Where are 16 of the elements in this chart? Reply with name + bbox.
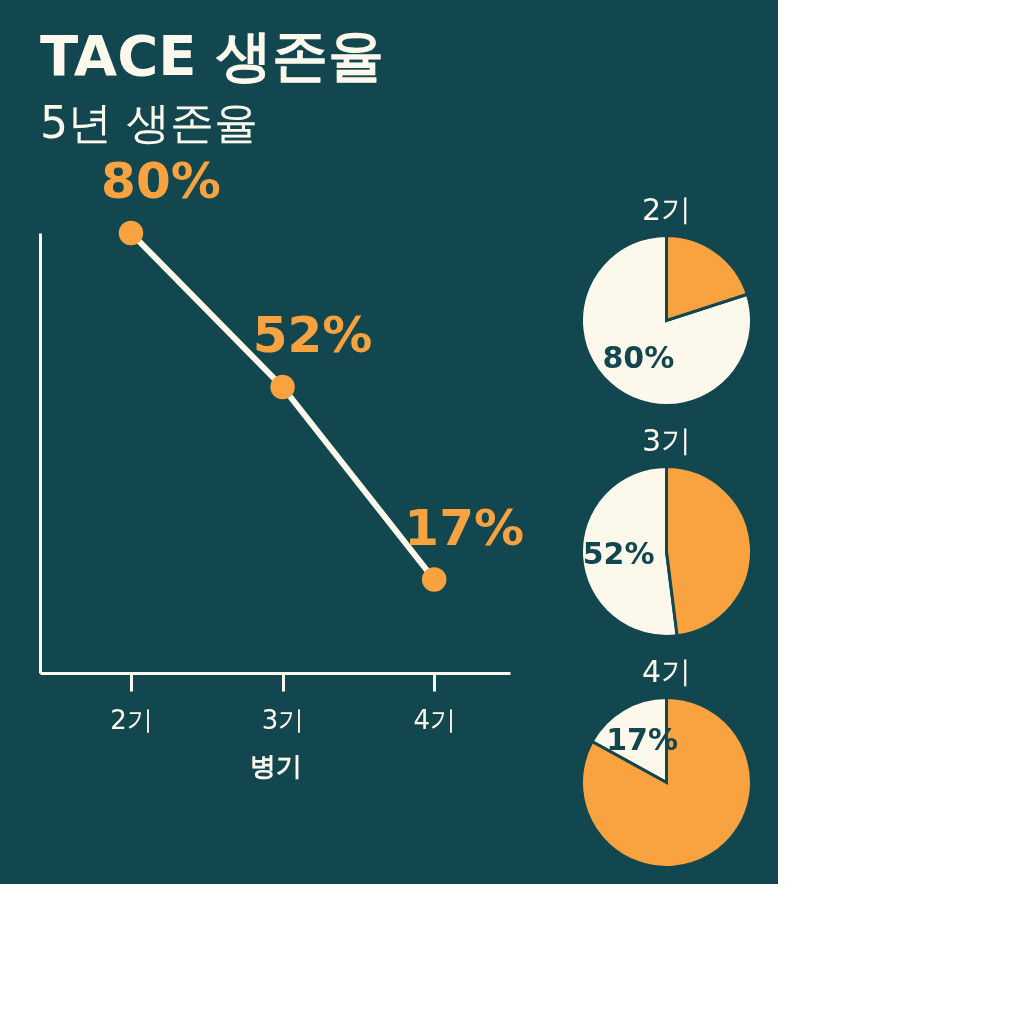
x-tick-label: 4기: [413, 704, 456, 735]
x-tick-label: 2기: [110, 704, 153, 735]
pie-slice: [580, 234, 753, 407]
chart-subtitle: 5년 생존율: [40, 97, 258, 148]
chart-title: 3기: [641, 422, 692, 458]
pie-slice: [580, 696, 753, 869]
data-label: 52%: [582, 535, 655, 571]
x-axis-title: 병기: [249, 750, 302, 781]
data-label: 80%: [602, 340, 675, 376]
x-tick-label: 3기: [261, 704, 305, 735]
data-label: 17%: [404, 498, 525, 557]
data-label: 52%: [252, 306, 373, 364]
data-label: 80%: [101, 152, 221, 210]
chart-title: TACE 생존율: [40, 23, 385, 88]
chart-title: 4기: [641, 653, 692, 689]
chart-title: 2기: [641, 191, 692, 227]
